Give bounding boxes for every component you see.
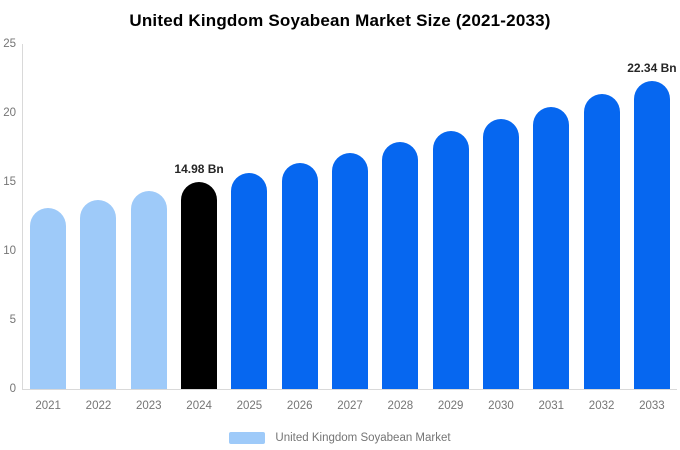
x-tick-2028: 2028	[387, 400, 414, 412]
legend-item[interactable]: United Kingdom Soyabean Market	[229, 432, 451, 444]
bar-2021[interactable]	[30, 208, 67, 389]
bar-2026[interactable]	[281, 163, 318, 389]
bars-row: 2021 2022 2023 14.98 Bn 2024 2025 2026 2027 2028…	[23, 44, 677, 412]
legend-label: United Kingdom Soyabean Market	[275, 432, 451, 444]
bar-2033[interactable]	[633, 81, 670, 389]
y-tick-0: 0	[9, 383, 16, 395]
x-tick-2021: 2021	[35, 400, 61, 412]
y-tick-15: 15	[3, 176, 16, 188]
bar-2022[interactable]	[80, 200, 117, 389]
y-tick-10: 10	[3, 245, 16, 257]
x-tick-2026: 2026	[286, 400, 313, 412]
x-tick-2032: 2032	[588, 400, 615, 412]
bar-slot-2028: 2028	[375, 44, 425, 412]
bar-slot-2025: 2025	[224, 44, 274, 412]
bar-2029[interactable]	[432, 131, 469, 389]
bar-slot-2033: 22.34 Bn 2033	[627, 44, 677, 412]
chart-title: United Kingdom Soyabean Market Size (202…	[129, 11, 551, 30]
bar-2032[interactable]	[583, 94, 620, 389]
bar-slot-2027: 2027	[325, 44, 375, 412]
bar-value-label-2024: 14.98 Bn	[174, 162, 224, 176]
y-tick-5: 5	[9, 314, 16, 326]
bar-2028[interactable]	[382, 142, 419, 389]
bar-2024[interactable]	[181, 182, 218, 389]
x-tick-2031: 2031	[538, 400, 565, 412]
x-tick-2025: 2025	[236, 400, 263, 412]
bar-slot-2022: 2022	[73, 44, 123, 412]
bar-2031[interactable]	[533, 107, 570, 389]
y-tick-20: 20	[3, 107, 16, 119]
bar-2030[interactable]	[482, 119, 519, 389]
bar-value-label-2033: 22.34 Bn	[627, 61, 677, 75]
y-tick-25: 25	[3, 38, 16, 50]
x-tick-2023: 2023	[135, 400, 162, 412]
bar-2027[interactable]	[332, 153, 369, 389]
x-tick-2030: 2030	[488, 400, 514, 412]
x-tick-2022: 2022	[85, 400, 112, 412]
bar-slot-2026: 2026	[275, 44, 325, 412]
x-tick-2033: 2033	[639, 400, 665, 412]
bar-slot-2031: 2031	[526, 44, 576, 412]
bar-2025[interactable]	[231, 173, 268, 389]
bar-slot-2023: 2023	[124, 44, 174, 412]
x-tick-2029: 2029	[437, 400, 464, 412]
legend-swatch-icon	[229, 432, 266, 444]
bar-2023[interactable]	[130, 191, 167, 389]
x-tick-2024: 2024	[186, 400, 212, 412]
bar-slot-2024: 14.98 Bn 2024	[174, 44, 224, 412]
bar-slot-2021: 2021	[23, 44, 73, 412]
bar-slot-2029: 2029	[426, 44, 476, 412]
legend: United Kingdom Soyabean Market	[0, 432, 680, 444]
x-tick-2027: 2027	[337, 400, 363, 412]
bar-slot-2032: 2032	[576, 44, 626, 412]
bar-slot-2030: 2030	[476, 44, 526, 412]
plot-area: 2021 2022 2023 14.98 Bn 2024 2025 2026 2027 2028…	[22, 44, 677, 412]
